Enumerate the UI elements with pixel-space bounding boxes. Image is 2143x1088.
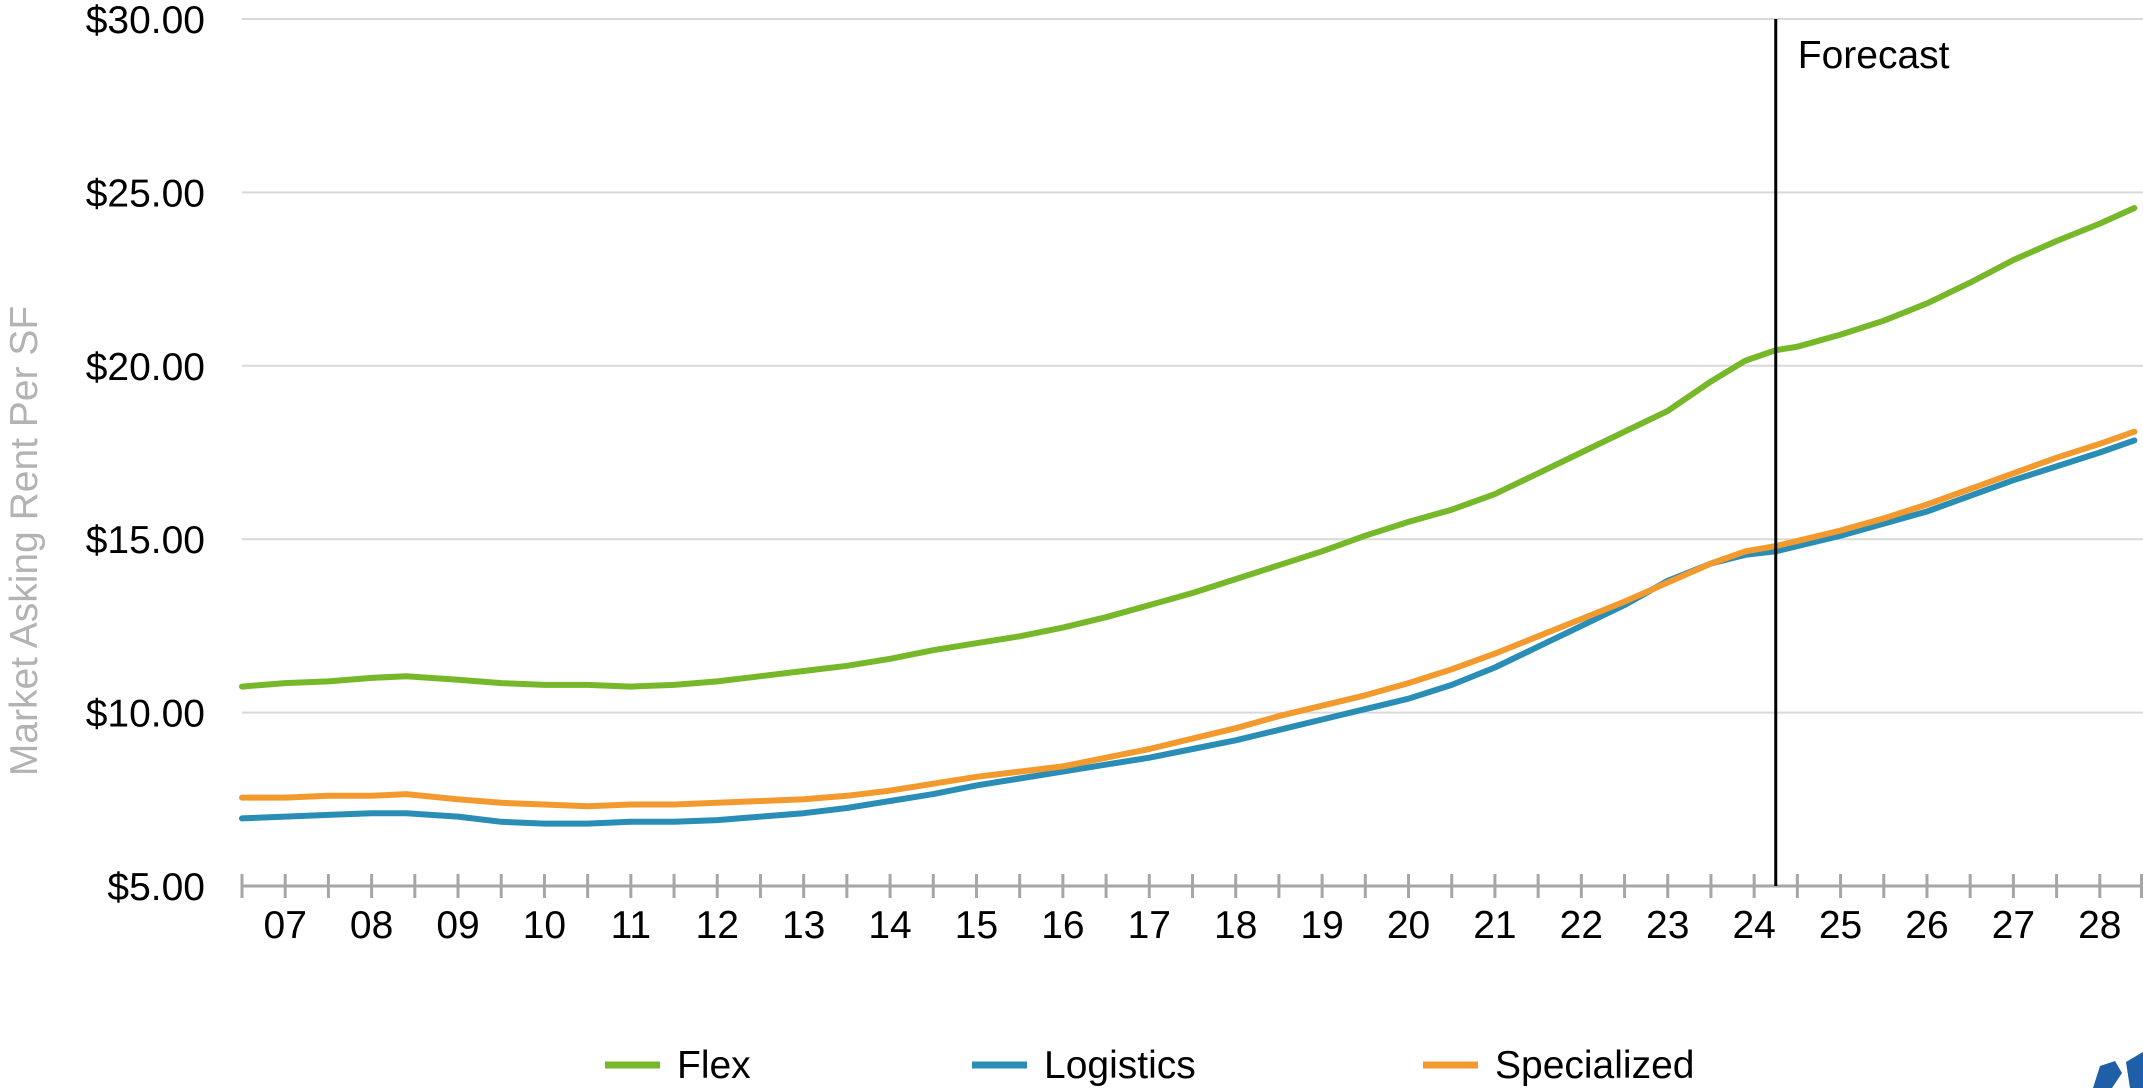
x-tick-label: 26 [1905,904,1948,947]
y-tick-label: $25.00 [86,172,205,215]
x-tick-label: 25 [1819,904,1862,947]
x-tick-label: 12 [696,904,739,947]
legend-label-flex: Flex [677,1044,751,1087]
series-lines [239,205,2138,827]
legend: Flex Logistics Specialized [605,1044,1694,1087]
x-tick-label: 27 [1992,904,2035,947]
x-tick-label: 07 [264,904,307,947]
forecast-label: Forecast [1798,34,1950,77]
y-tick-label: $20.00 [86,346,205,389]
x-tick-label: 09 [436,904,479,947]
x-axis: 07 08 09 10 11 12 13 14 15 16 17 18 19 20 21 22 23 24 25 26… [240,874,2143,947]
legend-label-logistics: Logistics [1044,1044,1196,1087]
y-tick-label: $30.00 [86,0,205,42]
x-tick-label: 17 [1128,904,1171,947]
y-tick-label: $5.00 [107,866,205,909]
series-line-specialized [239,428,2138,810]
x-tick-label: 18 [1214,904,1257,947]
x-tick-label: 13 [782,904,825,947]
x-tick-label: 08 [350,904,393,947]
series-line-flex [239,205,2138,690]
series-line-logistics [239,437,2138,827]
x-tick-label: 20 [1387,904,1430,947]
x-tick-label: 24 [1732,904,1775,947]
x-tick-label: 22 [1560,904,1603,947]
y-tick-label: $15.00 [86,519,205,562]
legend-label-specialized: Specialized [1495,1044,1694,1087]
x-tick-label: 23 [1646,904,1689,947]
x-tick-label: 15 [955,904,998,947]
x-tick-label: 28 [2078,904,2121,947]
x-tick-label: 14 [868,904,911,947]
gridlines [242,18,2143,714]
y-tick-label: $10.00 [86,693,205,736]
x-tick-label: 16 [1041,904,1084,947]
x-tick-label: 10 [523,904,566,947]
x-tick-label: 21 [1473,904,1516,947]
x-tick-label: 19 [1300,904,1343,947]
y-axis-title: Market Asking Rent Per SF [3,306,46,776]
brand-logo-icon [2093,1052,2143,1088]
y-axis-ticks: $5.00 $10.00 $15.00 $20.00 $25.00 $30.00 [86,0,205,909]
x-tick-label: 11 [611,904,652,947]
